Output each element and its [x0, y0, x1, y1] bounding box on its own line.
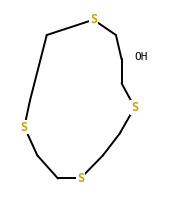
- Text: S: S: [77, 172, 84, 185]
- Text: S: S: [131, 101, 138, 114]
- Text: S: S: [90, 13, 97, 26]
- Text: S: S: [21, 120, 28, 134]
- Text: OH: OH: [135, 52, 148, 62]
